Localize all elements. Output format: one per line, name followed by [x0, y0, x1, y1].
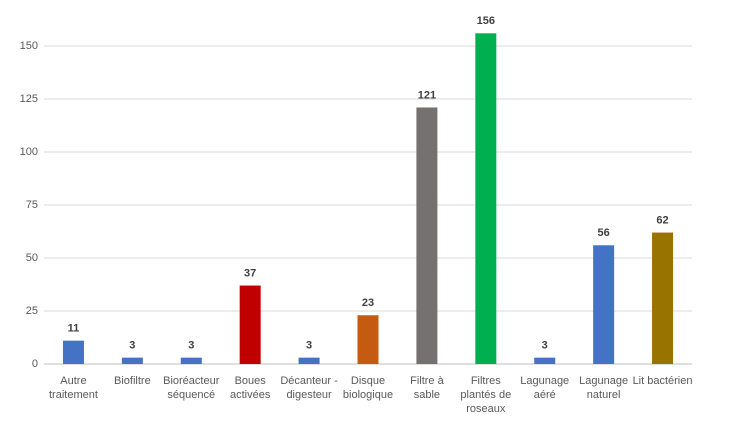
bar [475, 33, 497, 364]
value-label: 23 [362, 297, 374, 309]
bar [652, 232, 674, 364]
value-label: 56 [598, 227, 610, 239]
x-tick-label: Filtre à sable [410, 375, 444, 401]
x-tick-label: Bioréacteur séquencé [163, 375, 220, 401]
value-label: 156 [477, 15, 495, 27]
bar [298, 357, 320, 364]
x-tick-label: Lagunage aéré [520, 375, 570, 401]
y-tick-label: 125 [20, 93, 38, 105]
bar [180, 357, 202, 364]
x-tick-label: Lit bactérien [632, 375, 693, 387]
y-tick-label: 150 [20, 40, 38, 52]
x-tick-label: Boues activées [229, 375, 271, 401]
x-tick-label: Lagunage naturel [579, 375, 629, 401]
bar [416, 107, 438, 364]
y-tick-label: 50 [26, 252, 38, 264]
value-label: 3 [306, 340, 312, 352]
y-tick-label: 100 [20, 146, 38, 158]
x-tick-label: Filtres plantés de roseaux [460, 375, 512, 415]
value-label: 3 [542, 340, 548, 352]
value-label: 62 [656, 214, 668, 226]
bar [593, 245, 615, 364]
bar [239, 285, 261, 364]
value-label: 3 [129, 340, 135, 352]
value-label: 11 [68, 323, 80, 335]
y-tick-label: 75 [26, 199, 38, 211]
y-tick-label: 25 [26, 305, 38, 317]
x-tick-label: Décanteur - digesteur [280, 375, 338, 401]
value-label: 3 [188, 340, 194, 352]
x-tick-label: Disque biologique [342, 375, 394, 401]
x-tick-label: Biofiltre [114, 375, 151, 387]
x-tick-label: Autre traitement [48, 375, 98, 401]
bar [534, 357, 556, 364]
value-label: 37 [244, 267, 256, 279]
bar [62, 340, 84, 364]
bar [357, 315, 379, 364]
y-tick-label: 0 [32, 358, 38, 370]
value-label: 121 [418, 89, 436, 101]
bar [121, 357, 143, 364]
